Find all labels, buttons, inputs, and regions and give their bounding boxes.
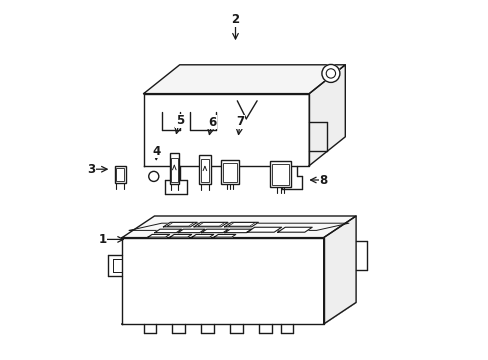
Circle shape: [325, 69, 335, 78]
Polygon shape: [148, 234, 169, 237]
Polygon shape: [154, 229, 181, 233]
Bar: [116, 168, 124, 181]
Polygon shape: [309, 65, 345, 166]
Text: 7: 7: [236, 115, 244, 128]
Polygon shape: [194, 222, 227, 227]
Polygon shape: [323, 216, 355, 324]
Polygon shape: [122, 238, 323, 324]
Bar: [271, 164, 288, 185]
Text: 8: 8: [319, 174, 327, 186]
Polygon shape: [163, 222, 197, 227]
Bar: [269, 161, 290, 187]
Text: 1: 1: [98, 233, 106, 246]
Text: 5: 5: [175, 114, 183, 127]
Polygon shape: [143, 65, 345, 94]
Polygon shape: [214, 234, 235, 237]
Polygon shape: [122, 216, 355, 238]
Circle shape: [321, 64, 339, 82]
Text: 3: 3: [87, 163, 95, 176]
Polygon shape: [224, 229, 251, 233]
Polygon shape: [143, 94, 309, 166]
Text: 4: 4: [152, 145, 160, 158]
Text: 6: 6: [207, 116, 216, 129]
Bar: [169, 153, 179, 184]
Bar: [171, 158, 177, 182]
Bar: [223, 163, 237, 182]
Polygon shape: [277, 227, 311, 232]
Bar: [199, 155, 210, 184]
Polygon shape: [201, 229, 228, 233]
Bar: [200, 159, 209, 182]
Polygon shape: [192, 234, 213, 237]
Circle shape: [148, 171, 159, 181]
Polygon shape: [170, 234, 191, 237]
Polygon shape: [224, 222, 258, 227]
Polygon shape: [122, 302, 355, 324]
Polygon shape: [178, 229, 204, 233]
Bar: [221, 160, 239, 184]
Polygon shape: [247, 227, 281, 232]
Bar: [115, 166, 125, 183]
Text: 2: 2: [231, 13, 239, 26]
